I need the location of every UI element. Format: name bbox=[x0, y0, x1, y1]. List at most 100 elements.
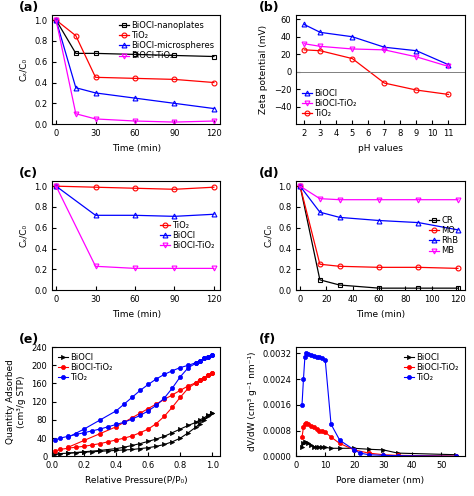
Line: BiOCl-TiO₂: BiOCl-TiO₂ bbox=[54, 18, 216, 124]
BiOCl bbox=[162, 441, 167, 447]
BiOCl-TiO₂ bbox=[305, 421, 310, 427]
BiOCl bbox=[172, 213, 177, 219]
BiOCl-TiO₂ bbox=[211, 265, 217, 271]
TiO₂ bbox=[210, 352, 215, 358]
Text: (e): (e) bbox=[18, 333, 39, 346]
BiOCl bbox=[322, 444, 328, 450]
BiOCl-microspheres bbox=[172, 100, 177, 106]
BiOCl bbox=[337, 445, 343, 451]
BiOCl bbox=[351, 445, 357, 451]
Line: TiO₂: TiO₂ bbox=[300, 351, 458, 458]
MB bbox=[337, 197, 342, 203]
TiO₂ bbox=[446, 91, 451, 97]
BiOCl-TiO₂ bbox=[318, 43, 323, 49]
TiO₂ bbox=[193, 360, 199, 366]
MB bbox=[317, 196, 323, 202]
BiOCl-TiO₂ bbox=[93, 116, 99, 122]
BiOCl bbox=[395, 450, 401, 456]
TiO₂ bbox=[366, 452, 372, 458]
TiO₂ bbox=[146, 408, 151, 414]
RhB bbox=[297, 183, 303, 189]
BiOCl-TiO₂ bbox=[303, 420, 309, 426]
MO bbox=[416, 264, 421, 270]
BiOCl-TiO₂ bbox=[132, 265, 138, 271]
BiOCl-TiO₂ bbox=[162, 413, 167, 419]
TiO₂ bbox=[185, 365, 191, 371]
TiO₂ bbox=[172, 76, 177, 82]
BiOCl bbox=[154, 443, 159, 449]
Line: TiO₂: TiO₂ bbox=[53, 353, 215, 442]
BiOCl-nanoplates bbox=[132, 52, 138, 58]
BiOCl-microspheres bbox=[93, 90, 99, 96]
Line: MO: MO bbox=[298, 184, 460, 271]
TiO₂ bbox=[154, 402, 159, 408]
BiOCl bbox=[301, 21, 307, 27]
TiO₂ bbox=[319, 355, 325, 361]
Line: CR: CR bbox=[298, 184, 460, 291]
TiO₂ bbox=[351, 447, 357, 453]
X-axis label: Relative Pressure(P/P₀): Relative Pressure(P/P₀) bbox=[85, 476, 188, 485]
TiO₂ bbox=[132, 75, 138, 81]
BiOCl bbox=[129, 446, 135, 452]
BiOCl-microspheres bbox=[53, 17, 59, 23]
BiOCl-TiO₂ bbox=[337, 440, 343, 446]
TiO₂ bbox=[201, 356, 207, 362]
TiO₂ bbox=[73, 33, 79, 39]
BiOCl bbox=[105, 448, 111, 454]
TiO₂ bbox=[170, 385, 175, 391]
Line: TiO₂: TiO₂ bbox=[54, 18, 216, 85]
RhB bbox=[455, 227, 461, 233]
TiO₂ bbox=[337, 437, 343, 443]
Text: (b): (b) bbox=[259, 0, 280, 13]
BiOCl bbox=[113, 447, 119, 453]
BiOCl-TiO₂ bbox=[73, 444, 79, 450]
BiOCl bbox=[318, 29, 323, 35]
BiOCl-microspheres bbox=[73, 85, 79, 91]
BiOCl bbox=[382, 44, 387, 50]
Line: BiOCl-TiO₂: BiOCl-TiO₂ bbox=[53, 371, 215, 453]
Text: (c): (c) bbox=[18, 167, 37, 180]
BiOCl-TiO₂ bbox=[351, 447, 357, 453]
BiOCl bbox=[302, 439, 308, 445]
Line: BiOCl: BiOCl bbox=[54, 184, 216, 219]
BiOCl bbox=[132, 212, 138, 218]
BiOCl-TiO₂ bbox=[93, 263, 99, 269]
BiOCl-TiO₂ bbox=[319, 428, 325, 434]
Text: (f): (f) bbox=[259, 333, 276, 346]
Y-axis label: Cₓ/C₀: Cₓ/C₀ bbox=[264, 224, 273, 247]
Line: TiO₂: TiO₂ bbox=[302, 48, 451, 97]
BiOCl bbox=[319, 444, 325, 450]
TiO₂ bbox=[73, 432, 79, 437]
BiOCl bbox=[146, 445, 151, 451]
BiOCl-TiO₂ bbox=[73, 111, 79, 117]
Line: RhB: RhB bbox=[298, 184, 460, 232]
BiOCl bbox=[349, 34, 355, 40]
MO bbox=[297, 183, 303, 189]
TiO₂ bbox=[93, 74, 99, 80]
BiOCl-TiO₂ bbox=[172, 119, 177, 125]
TiO₂ bbox=[65, 434, 71, 439]
TiO₂ bbox=[453, 453, 459, 459]
TiO₂ bbox=[178, 373, 183, 379]
X-axis label: Time (min): Time (min) bbox=[112, 310, 161, 318]
X-axis label: Time (min): Time (min) bbox=[356, 310, 405, 318]
BiOCl-nanoplates bbox=[172, 53, 177, 59]
BiOCl-microspheres bbox=[132, 95, 138, 101]
BiOCl bbox=[211, 211, 217, 217]
BiOCl bbox=[73, 450, 79, 456]
BiOCl-nanoplates bbox=[211, 54, 217, 60]
BiOCl bbox=[308, 442, 314, 448]
Legend: BiOCl, BiOCl-TiO₂, TiO₂: BiOCl, BiOCl-TiO₂, TiO₂ bbox=[56, 351, 115, 384]
X-axis label: pH values: pH values bbox=[358, 143, 403, 153]
BiOCl-TiO₂ bbox=[90, 442, 95, 448]
TiO₂ bbox=[299, 402, 305, 408]
BiOCl-TiO₂ bbox=[172, 265, 177, 271]
TiO₂ bbox=[113, 422, 119, 428]
BiOCl-TiO₂ bbox=[53, 17, 59, 23]
BiOCl-TiO₂ bbox=[446, 63, 451, 69]
BiOCl bbox=[328, 445, 334, 451]
CR bbox=[337, 282, 342, 288]
BiOCl bbox=[193, 424, 199, 430]
TiO₂ bbox=[172, 186, 177, 192]
BiOCl bbox=[453, 452, 459, 458]
